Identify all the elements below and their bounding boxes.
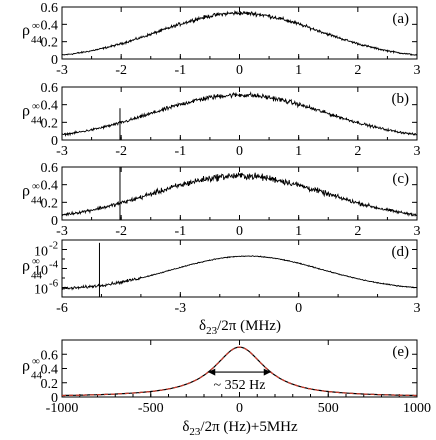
y-tick-label: 0.4 [41,18,59,33]
x-tick-label: 1 [295,144,302,159]
x-tick-label: -2 [115,63,127,78]
y-tick-label: 0.2 [41,196,59,211]
plot-frame [61,239,418,298]
fwhm-arrowhead-left [208,368,216,376]
x-tick-label: 3 [414,301,421,316]
x-tick-label: -2 [115,224,127,239]
y-label-rho: ρ [22,183,30,200]
y-tick-label: 0.6 [41,81,59,96]
x-axis-label-mhz: δ23/2π (MHz) [199,318,281,337]
y-label-sup: ∞ [32,20,40,32]
y-label-rho: ρ [22,258,30,275]
x-tick-label: -500 [138,401,164,416]
x-tick-label: 2 [354,224,361,239]
y-tick-label: 0 [51,53,58,68]
y-label-sub: 44 [31,195,43,207]
fwhm-arrowhead-right [263,368,271,376]
y-tick-label: 0.2 [41,116,59,131]
y-axis-label-3: ρ ∞ 44 [22,256,43,282]
x-axis-label-text: δ23/2π (MHz) [199,318,281,337]
x-tick-label: -1 [174,63,186,78]
y-label-sub: 44 [31,115,43,127]
x-tick-label: 3 [414,63,421,78]
y-label-sub: 44 [31,34,43,46]
y-tick-label-base: 10 [34,264,48,279]
y-tick-label-exponent: -2 [49,240,58,252]
y-axis-label-1: ρ ∞ 44 [22,101,43,127]
panel-label: (a) [392,11,409,27]
panel-c: -3 -2 -1 0 1 2 3 0 0.2 0.4 0.6 (c) [41,161,421,239]
y-tick-label: 0.2 [41,377,59,392]
x-tick-label: 3 [414,224,421,239]
y-tick-label: 0 [51,214,58,229]
y-axis-label-4: ρ ∞ 44 [22,356,43,382]
x-tick-label: 0 [236,63,243,78]
x-tick-label: 2 [354,144,361,159]
y-label-sup: ∞ [32,356,40,368]
x-tick-label: 3 [414,144,421,159]
x-tick-label: -1000 [46,401,79,416]
panel-label: (c) [392,171,409,187]
x-tick-label: 500 [318,401,339,416]
x-tick-label: 1000 [403,401,431,416]
y-tick-label-exponent: -6 [49,278,59,290]
y-tick-label-exponent: -4 [49,259,59,271]
panel-label: (e) [392,344,409,360]
x-tick-label: -1 [174,224,186,239]
panel-d: -6 -3 0 310-210-410 -6(d) [34,239,421,316]
panel-a: -3 -2 -1 0 1 2 3 0 0.2 0.4 0.6 (a) [41,1,421,78]
y-label-rho: ρ [22,103,30,120]
x-tick-label: 1 [295,63,302,78]
data-series-line [62,255,417,291]
y-tick-label: 0.6 [41,1,59,16]
y-tick-label-base: 10 [34,245,48,260]
y-label-sup: ∞ [32,256,40,268]
x-tick-label: 0 [236,224,243,239]
data-series-line [62,91,417,137]
x-tick-label: 1 [295,224,302,239]
y-tick-label: 0.4 [41,179,59,194]
y-tick-label: 0.2 [41,36,59,51]
fit-curve-dashed [62,346,417,397]
y-tick-label: 0 [51,134,58,149]
x-tick-label: -1 [174,144,186,159]
x-tick-label: -3 [56,63,68,78]
x-tick-label: 0 [295,301,302,316]
y-label-rho: ρ [22,22,30,39]
x-tick-label: -3 [56,224,68,239]
fwhm-annotation: ~ 352 Hz [214,378,266,393]
x-tick-label: -2 [115,144,127,159]
x-tick-label: 2 [354,63,361,78]
y-tick-label: 0 [51,391,58,406]
y-tick-label: 0.4 [41,363,59,378]
data-series-line [62,9,417,56]
y-axis-label-2: ρ ∞ 44 [22,181,43,207]
panel-label: (d) [392,244,410,260]
y-label-sub: 44 [31,370,43,382]
panel-label: (b) [392,91,410,107]
y-label-sup: ∞ [32,101,40,113]
y-tick-label: 0.6 [41,348,59,363]
y-tick-label: 0.6 [41,161,59,176]
x-axis-label-hz: δ23/2π (Hz)+5MHz [182,419,298,438]
y-tick-label-base: 10 [34,283,48,298]
x-tick-label: -6 [56,301,68,316]
y-label-rho: ρ [22,358,30,375]
x-tick-label: 0 [236,401,243,416]
y-label-sub: 44 [31,270,43,282]
data-series-line [62,172,417,217]
x-tick-label: -3 [174,301,186,316]
y-axis-label-0: ρ ∞ 44 [22,20,43,46]
y-tick-label: 0.4 [41,99,59,114]
panel-b: -3 -2 -1 0 1 2 3 0 0.2 0.4 0.6 (b) [41,81,421,159]
x-tick-label: 0 [236,144,243,159]
x-tick-label: -3 [56,144,68,159]
y-label-sup: ∞ [32,181,40,193]
x-axis-label-text: δ23/2π (Hz)+5MHz [182,419,298,438]
